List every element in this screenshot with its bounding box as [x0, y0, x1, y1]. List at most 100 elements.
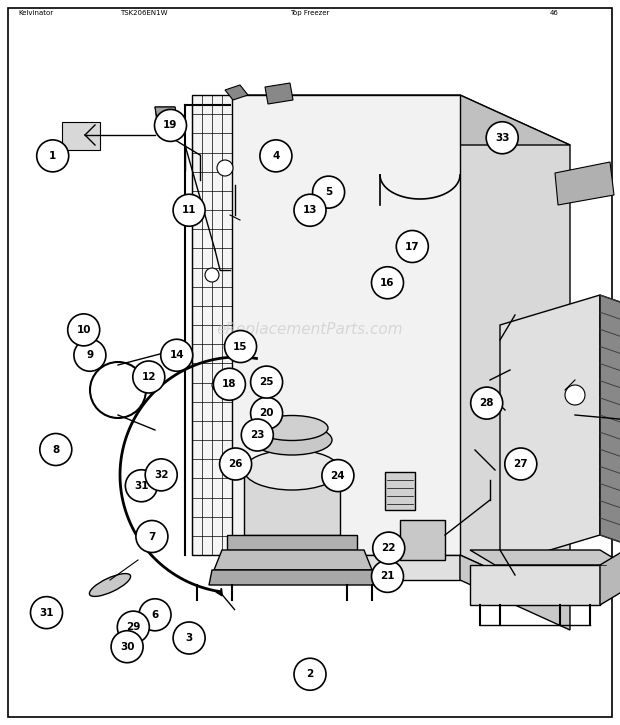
Text: 23: 23	[250, 430, 265, 440]
Polygon shape	[265, 83, 293, 104]
Text: eReplacementParts.com: eReplacementParts.com	[216, 323, 404, 337]
Text: 6: 6	[151, 610, 159, 620]
Text: 13: 13	[303, 205, 317, 215]
Circle shape	[68, 314, 100, 346]
Circle shape	[205, 268, 219, 282]
Circle shape	[212, 379, 224, 391]
Polygon shape	[385, 472, 415, 510]
Circle shape	[125, 470, 157, 502]
Text: 5: 5	[325, 187, 332, 197]
Polygon shape	[155, 107, 178, 125]
Polygon shape	[214, 550, 372, 570]
Ellipse shape	[256, 415, 328, 441]
Text: 32: 32	[154, 470, 169, 480]
Text: 27: 27	[513, 459, 528, 469]
Circle shape	[213, 368, 246, 400]
Circle shape	[74, 339, 106, 371]
Text: Kelvinator: Kelvinator	[18, 10, 53, 16]
Text: 4: 4	[272, 151, 280, 161]
Polygon shape	[155, 107, 178, 130]
Text: 1: 1	[49, 151, 56, 161]
Circle shape	[396, 231, 428, 262]
Circle shape	[224, 331, 257, 362]
Text: 31: 31	[134, 481, 149, 491]
Circle shape	[505, 448, 537, 480]
Text: 24: 24	[330, 471, 345, 481]
Circle shape	[117, 611, 149, 643]
Circle shape	[371, 560, 404, 592]
Circle shape	[133, 361, 165, 393]
Text: 14: 14	[169, 350, 184, 360]
Polygon shape	[400, 520, 445, 560]
Polygon shape	[230, 555, 460, 580]
Text: 10: 10	[76, 325, 91, 335]
Circle shape	[173, 622, 205, 654]
Text: TSK206EN1W: TSK206EN1W	[120, 10, 167, 16]
Text: 8: 8	[52, 444, 60, 455]
Circle shape	[219, 448, 252, 480]
Text: 17: 17	[405, 241, 420, 252]
Text: 11: 11	[182, 205, 197, 215]
Text: 7: 7	[148, 531, 156, 542]
Polygon shape	[62, 122, 100, 150]
Polygon shape	[470, 565, 600, 605]
Circle shape	[250, 397, 283, 429]
Polygon shape	[225, 85, 248, 100]
Polygon shape	[470, 550, 620, 565]
Text: 28: 28	[479, 398, 494, 408]
Ellipse shape	[89, 573, 131, 597]
Text: 18: 18	[222, 379, 237, 389]
Text: 25: 25	[259, 377, 274, 387]
Polygon shape	[460, 555, 570, 630]
Ellipse shape	[252, 425, 332, 455]
Circle shape	[241, 419, 273, 451]
Ellipse shape	[244, 450, 340, 490]
Circle shape	[40, 434, 72, 465]
Text: 20: 20	[259, 408, 274, 418]
Circle shape	[217, 160, 233, 176]
Circle shape	[250, 366, 283, 398]
Circle shape	[37, 140, 69, 172]
Circle shape	[139, 599, 171, 631]
Circle shape	[371, 267, 404, 299]
Text: 46: 46	[550, 10, 559, 16]
Polygon shape	[227, 535, 357, 550]
Text: 3: 3	[185, 633, 193, 643]
Circle shape	[260, 140, 292, 172]
Polygon shape	[244, 470, 340, 535]
Polygon shape	[230, 95, 460, 555]
Text: 21: 21	[380, 571, 395, 581]
Polygon shape	[600, 295, 620, 580]
Polygon shape	[500, 295, 600, 565]
Circle shape	[111, 631, 143, 663]
Polygon shape	[600, 550, 620, 605]
Polygon shape	[209, 570, 377, 585]
Polygon shape	[555, 162, 614, 205]
Circle shape	[154, 109, 187, 141]
Circle shape	[145, 459, 177, 491]
Circle shape	[294, 658, 326, 690]
Text: 2: 2	[306, 669, 314, 679]
Text: 31: 31	[39, 608, 54, 618]
Text: 15: 15	[233, 341, 248, 352]
Circle shape	[136, 521, 168, 552]
Text: 22: 22	[381, 543, 396, 553]
Polygon shape	[460, 95, 570, 605]
Circle shape	[294, 194, 326, 226]
Text: 16: 16	[380, 278, 395, 288]
Text: 33: 33	[495, 133, 510, 143]
Text: Top Freezer: Top Freezer	[290, 10, 329, 16]
Circle shape	[373, 532, 405, 564]
Text: 19: 19	[163, 120, 178, 130]
Text: 26: 26	[228, 459, 243, 469]
Circle shape	[471, 387, 503, 419]
Polygon shape	[230, 95, 570, 145]
Circle shape	[30, 597, 63, 629]
Circle shape	[312, 176, 345, 208]
Text: 12: 12	[141, 372, 156, 382]
Text: 30: 30	[120, 642, 135, 652]
Polygon shape	[192, 95, 232, 555]
Circle shape	[565, 385, 585, 405]
Text: 9: 9	[86, 350, 94, 360]
Circle shape	[161, 339, 193, 371]
